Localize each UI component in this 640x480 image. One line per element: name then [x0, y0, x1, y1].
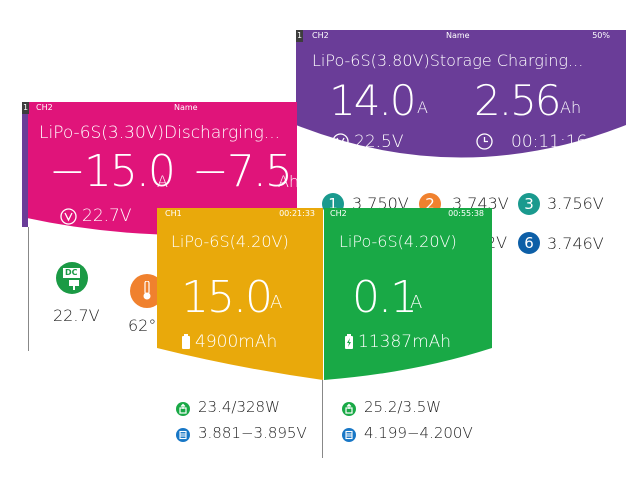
charge-current-value: 15.0 [181, 272, 273, 323]
green-charge-screen: CH2 00:55:38 LiPo-6S(4.20V) 0.1 A 11387m… [324, 208, 492, 380]
green-cell-voltage-range: 4.199−4.200V [364, 424, 473, 442]
cell-3-voltage: 3.756V [547, 194, 604, 213]
green-screen-background [324, 208, 492, 380]
cell-6-voltage: 3.746V [547, 234, 604, 253]
dc-icon-label: DC [63, 268, 80, 278]
program-title: LiPo-6S(3.30V)Discharging... [39, 123, 281, 143]
orange-power-output: 23.4/328W [198, 398, 280, 416]
channel-label: CH2 [312, 31, 329, 40]
elapsed-time: 00:21:33 [279, 209, 315, 218]
cell-6-badge: 6 [518, 232, 540, 254]
name-label: Name [446, 31, 470, 40]
program-title: LiPo-6S(4.20V) [339, 232, 457, 251]
purple-status-bar: 1 CH2 Name 50% [296, 30, 626, 42]
current-value: 14.0 [329, 76, 417, 125]
discharge-capacity-value: −7.5 [192, 146, 293, 197]
discharge-current-unit: A [157, 172, 168, 191]
orange-status-bar: CH1 00:21:33 [157, 208, 323, 220]
capacity-unit: Ah [560, 98, 582, 117]
purple-screen-background [296, 30, 626, 158]
orange-screen-background [157, 208, 323, 380]
screen-divider-line [322, 380, 323, 458]
charge-current-value: 0.1 [352, 272, 418, 323]
magenta-screen-background [22, 102, 297, 235]
screen-index-badge: 1 [296, 30, 303, 42]
voltage-value: 22.7V [82, 206, 132, 226]
current-unit: A [417, 98, 428, 117]
dc-input-icon: DC [56, 262, 88, 294]
channel-label: CH2 [36, 103, 53, 112]
power-icon [176, 402, 190, 416]
channel-label: CH2 [330, 209, 347, 218]
charged-capacity: 4900mAh [195, 332, 278, 352]
name-label: Name [174, 103, 198, 112]
clock-icon [476, 133, 493, 150]
charge-current-unit: A [270, 292, 283, 313]
elapsed-time: 00:55:38 [448, 209, 484, 218]
discharge-current-value: −15.0 [49, 146, 176, 197]
program-title: LiPo-6S(3.80V)Storage Charging... [312, 51, 584, 70]
voltage-icon [60, 208, 77, 225]
magenta-screen-border [28, 227, 29, 351]
voltage-icon [332, 133, 349, 150]
program-title: LiPo-6S(4.20V) [171, 232, 289, 251]
charge-current-unit: A [410, 292, 423, 313]
cell-range-icon [176, 428, 190, 442]
magenta-discharge-screen: 1 CH2 Name LiPo-6S(3.30V)Discharging... … [22, 102, 297, 352]
screen-index-badge: 1 [22, 102, 29, 114]
discharge-capacity-unit: Ah [278, 172, 297, 191]
charged-capacity: 11387mAh [358, 332, 452, 352]
voltage-value: 22.5V [354, 132, 404, 152]
battery-icon [345, 334, 353, 349]
cell-3-badge: 3 [518, 193, 540, 215]
green-power-output: 25.2/3.5W [364, 398, 442, 416]
capacity-value: 2.56 [474, 76, 562, 125]
orange-cell-voltage-range: 3.881−3.895V [198, 424, 307, 442]
power-icon [342, 402, 356, 416]
orange-charge-screen: CH1 00:21:33 LiPo-6S(4.20V) 15.0 A 4900m… [157, 208, 323, 380]
green-status-bar: CH2 00:55:38 [324, 208, 492, 220]
magenta-status-bar: 1 CH2 Name [22, 102, 297, 114]
cell-range-icon [342, 428, 356, 442]
battery-icon [182, 334, 190, 349]
dc-input-voltage: 22.7V [53, 306, 100, 325]
battery-percent: 50% [592, 31, 610, 40]
thermometer-icon [143, 281, 151, 300]
elapsed-time: 00:11:16 [511, 132, 588, 152]
plug-icon [69, 280, 79, 290]
channel-label: CH1 [165, 209, 182, 218]
